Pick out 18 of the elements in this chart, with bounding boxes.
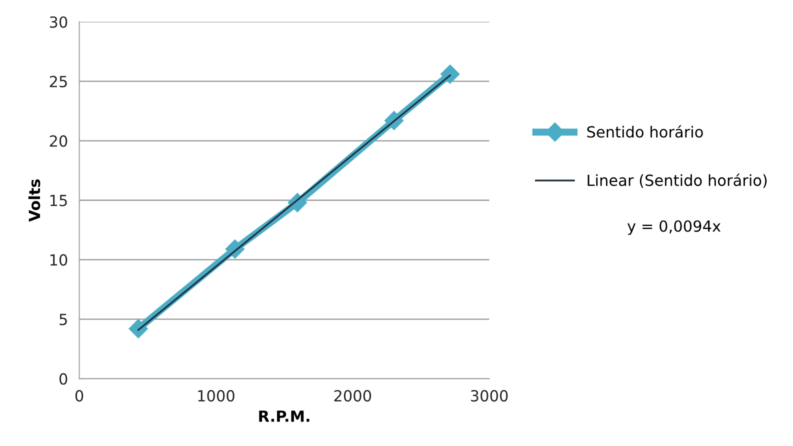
y-tick-label: 20: [50, 135, 68, 147]
x-tick-label: 1000: [198, 390, 234, 402]
legend-label: Sentido horário: [587, 125, 703, 138]
y-tick-label: 5: [60, 314, 67, 326]
text: y = 0,0094x: [627, 220, 721, 235]
x-tick-label: 3000: [471, 390, 508, 402]
x-tick-label: 2000: [334, 390, 372, 402]
y-tick-label: 0: [59, 373, 68, 385]
x-tick-label: 0: [75, 390, 84, 402]
x-axis-title: R.P.M.: [259, 410, 310, 422]
y-axis-title: Volts: [28, 179, 40, 222]
y-tick-label: 15: [50, 194, 67, 206]
point: [440, 64, 460, 84]
y-tick-label: 30: [50, 16, 68, 28]
point: [128, 319, 148, 338]
y-tick-label: 10: [50, 254, 68, 266]
y-tick-label: 25: [50, 76, 67, 88]
legend-label: Linear (Sentido horário): [588, 174, 767, 188]
